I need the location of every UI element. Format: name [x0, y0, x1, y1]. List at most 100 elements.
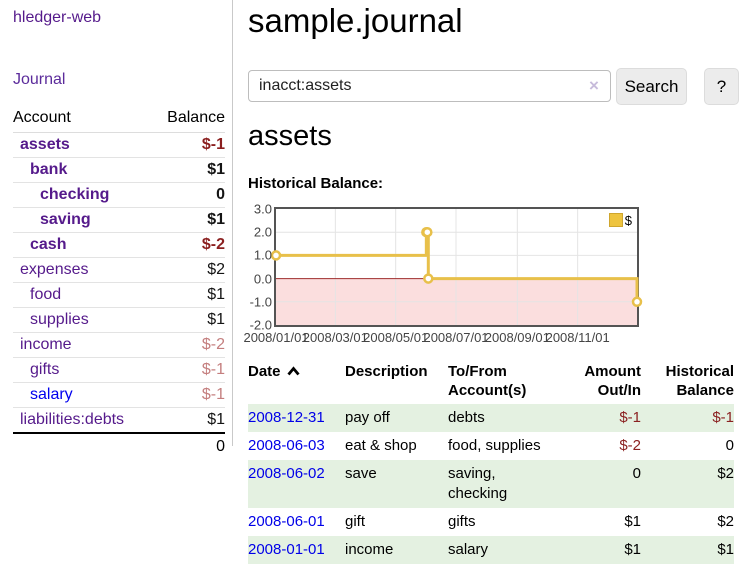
sidebar-account-row: checking 0 [13, 183, 225, 208]
register-header-amount: Amount Out/In [584, 363, 641, 399]
x-axis-tick-label: 2008/09/01 [484, 330, 550, 345]
accounts-header-balance: Balance [167, 109, 225, 126]
register-description-cell: pay off [345, 404, 448, 432]
historical-balance-chart: $ 3.0 2.0 1.0 0.0 -1.0 -2.0 2008/01/01 2008/03/… [243, 200, 688, 350]
sidebar-account-row: expenses $2 [13, 258, 225, 283]
register-balance-cell: $2 [647, 460, 734, 508]
account-balance: $1 [207, 211, 225, 228]
register-accounts-cell: salary [448, 536, 579, 564]
sidebar-account-row: food $1 [13, 283, 225, 308]
y-axis-tick-label: -2.0 [249, 317, 272, 333]
account-balance: 0 [216, 186, 225, 203]
help-button[interactable]: ? [704, 68, 739, 105]
sidebar-account-link[interactable]: checking [40, 186, 110, 203]
sidebar-account-link[interactable]: saving [40, 211, 91, 228]
sidebar-account-link[interactable]: supplies [30, 311, 89, 328]
account-balance: $1 [207, 286, 225, 303]
account-balance: $1 [207, 161, 225, 178]
account-balance: $-1 [201, 361, 225, 378]
x-axis-tick-label: 2008/05/01 [363, 330, 429, 345]
transaction-date-link[interactable]: 2008-06-02 [248, 465, 325, 482]
sidebar-account-row: assets $-1 [13, 133, 225, 158]
sidebar-account-row: liabilities:debts $1 [13, 408, 225, 432]
account-balance: $-2 [201, 236, 225, 253]
account-balance: $2 [207, 261, 225, 278]
register-date-cell: 2008-06-03 [248, 432, 345, 460]
register-description-cell: save [345, 460, 448, 508]
sidebar-account-row: supplies $1 [13, 308, 225, 333]
sidebar-account-row: gifts $-1 [13, 358, 225, 383]
y-axis-tick-label: 0.0 [253, 271, 272, 287]
register-header-date[interactable]: Date [248, 362, 345, 404]
transaction-date-link[interactable]: 2008-12-31 [248, 409, 325, 426]
register-balance-cell: 0 [725, 437, 734, 454]
chart-canvas [270, 209, 643, 325]
register-row: 2008-12-31 pay off debts $-1 $-1 [248, 404, 734, 432]
register-row: 2008-06-03 eat & shop food, supplies $-2 0 [248, 432, 734, 460]
register-amount-cell: $1 [579, 536, 647, 564]
transaction-date-link[interactable]: 2008-06-01 [248, 513, 325, 530]
sidebar-account-row: income $-2 [13, 333, 225, 358]
y-axis-tick-label: 3.0 [253, 201, 272, 217]
sidebar-account-link[interactable]: liabilities:debts [20, 411, 125, 428]
register-header-row: Date Description To/From Account(s) Amou… [248, 362, 734, 404]
register-date-cell: 2008-01-01 [248, 536, 345, 564]
x-axis-tick-label: 2008/03/01 [302, 330, 368, 345]
search-input[interactable] [248, 70, 611, 102]
sidebar: hledger-web Journal Account Balance asse… [0, 0, 233, 455]
register-header-description: Description [345, 363, 428, 380]
register-balance-cell: $1 [647, 536, 734, 564]
register-amount-cell: $1 [624, 513, 641, 530]
register-row: 2008-01-01 income salary $1 $1 [248, 536, 734, 564]
clear-search-icon[interactable]: × [589, 76, 599, 95]
register-table: Date Description To/From Account(s) Amou… [248, 362, 734, 564]
sidebar-account-row: saving $1 [13, 208, 225, 233]
legend-swatch-icon [608, 213, 623, 227]
sidebar-account-link[interactable]: income [20, 336, 72, 353]
account-balance: $-2 [201, 336, 225, 353]
sidebar-account-row: cash $-2 [13, 233, 225, 258]
sidebar-account-link[interactable]: salary [30, 386, 73, 403]
register-amount-cell: 0 [579, 460, 647, 508]
register-accounts-cell: food, supplies [448, 437, 541, 454]
sidebar-account-link[interactable]: assets [20, 136, 70, 153]
account-balance: $1 [207, 411, 225, 428]
chart-section-label: Historical Balance: [248, 175, 384, 192]
account-balance: $1 [207, 311, 225, 328]
app-title-link[interactable]: hledger-web [13, 9, 102, 26]
sidebar-account-link[interactable]: cash [30, 236, 67, 253]
y-axis-tick-label: 2.0 [253, 224, 272, 240]
main-content: sample.journal × Search ? assets Histori… [243, 0, 742, 582]
accounts-table-header: Account Balance [13, 106, 225, 133]
transaction-date-link[interactable]: 2008-01-01 [248, 541, 325, 558]
register-description-cell: income [345, 536, 448, 564]
x-axis-tick-label: 2008/11/01 [545, 330, 610, 345]
register-description-cell: eat & shop [345, 437, 417, 454]
sidebar-total-value: 0 [216, 438, 225, 455]
x-axis-tick-label: 2008/07/01 [423, 330, 489, 345]
register-balance-cell: $-1 [647, 404, 734, 432]
transaction-date-link[interactable]: 2008-06-03 [248, 437, 325, 454]
sidebar-total-row: 0 [13, 432, 225, 460]
register-row: 2008-06-01 gift gifts $1 $2 [248, 508, 734, 536]
account-heading: assets [248, 120, 332, 152]
register-accounts-cell: debts [448, 404, 579, 432]
sidebar-account-link[interactable]: expenses [20, 261, 89, 278]
register-amount-cell: $-1 [579, 404, 647, 432]
register-amount-cell: $-2 [619, 437, 641, 454]
register-row: 2008-06-02 save saving, checking 0 $2 [248, 460, 734, 508]
sidebar-account-link[interactable]: food [30, 286, 62, 303]
sidebar-account-row: bank $1 [13, 158, 225, 183]
y-axis-tick-label: -1.0 [249, 294, 272, 310]
account-balance: $-1 [201, 136, 225, 153]
sort-ascending-icon [286, 366, 300, 376]
sidebar-account-link[interactable]: gifts [30, 361, 60, 378]
register-accounts-cell: saving, checking [448, 460, 579, 508]
sidebar-item-journal[interactable]: Journal [13, 71, 66, 88]
chart-plot-area: $ [270, 207, 643, 327]
register-accounts-cell: gifts [448, 513, 476, 530]
y-axis-tick-label: 1.0 [253, 247, 272, 263]
search-button[interactable]: Search [616, 68, 687, 105]
sidebar-account-link[interactable]: bank [30, 161, 68, 178]
accounts-table: Account Balance assets $-1 bank $1 checking 0… [13, 106, 225, 460]
